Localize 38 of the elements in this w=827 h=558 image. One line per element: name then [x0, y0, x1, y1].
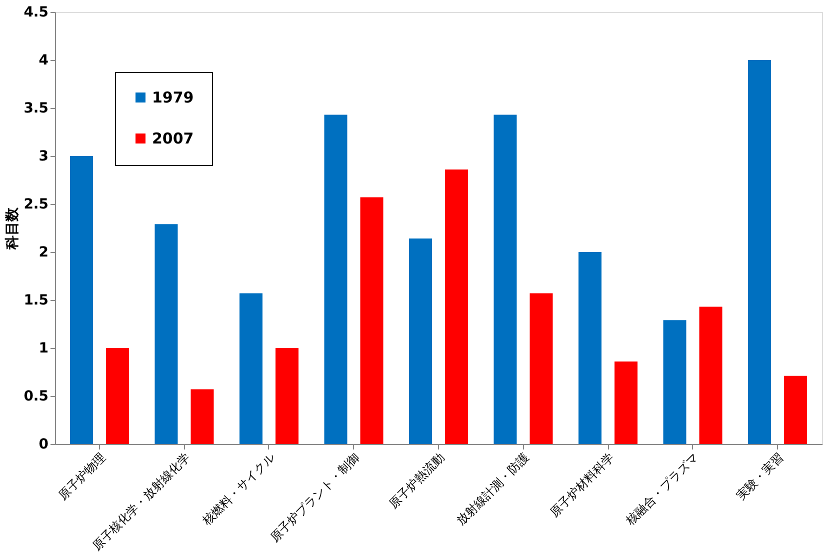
y-tick-label: 0 [38, 436, 49, 452]
y-tick-label: 3 [38, 148, 48, 164]
y-axis-title: 科目数 [4, 206, 21, 250]
bar [530, 293, 553, 444]
y-tick-label: 4.5 [24, 4, 48, 20]
bar [578, 252, 602, 444]
bar [614, 361, 638, 444]
y-tick-label: 0.5 [24, 388, 48, 404]
y-tick-label: 1.5 [24, 292, 48, 308]
y-tick-label: 2.5 [24, 196, 48, 212]
bar [408, 238, 432, 444]
legend-label: 1979 [152, 88, 194, 106]
y-tick-label: 1 [38, 340, 48, 356]
bar [154, 224, 178, 444]
x-tick-label: 実験・実習 [734, 450, 786, 502]
legend-label: 2007 [152, 130, 194, 148]
bar [276, 348, 299, 444]
bar [445, 169, 468, 444]
bar [239, 293, 262, 444]
bar [106, 348, 130, 444]
bar [494, 114, 517, 444]
x-tick-label: 原子炉材料科学 [547, 450, 616, 520]
bar [699, 306, 722, 444]
bar [190, 389, 214, 444]
bar [748, 60, 771, 444]
x-tick-label: 核融合・プラズマ [622, 450, 702, 529]
y-tick-label: 4 [38, 52, 49, 68]
x-tick-label: 核燃料・サイクル [198, 450, 278, 529]
x-tick-label: 原子炉熱流動 [386, 450, 447, 511]
bar [324, 114, 348, 444]
y-tick-label: 2 [38, 244, 48, 260]
bar [70, 156, 93, 444]
bar [360, 197, 384, 444]
y-tick-label: 3.5 [24, 100, 48, 116]
x-tick-label: 放射線計測・防護 [454, 450, 532, 528]
bar [663, 320, 686, 444]
x-tick-label: 原子炉物理 [56, 450, 108, 502]
bar [784, 376, 808, 444]
